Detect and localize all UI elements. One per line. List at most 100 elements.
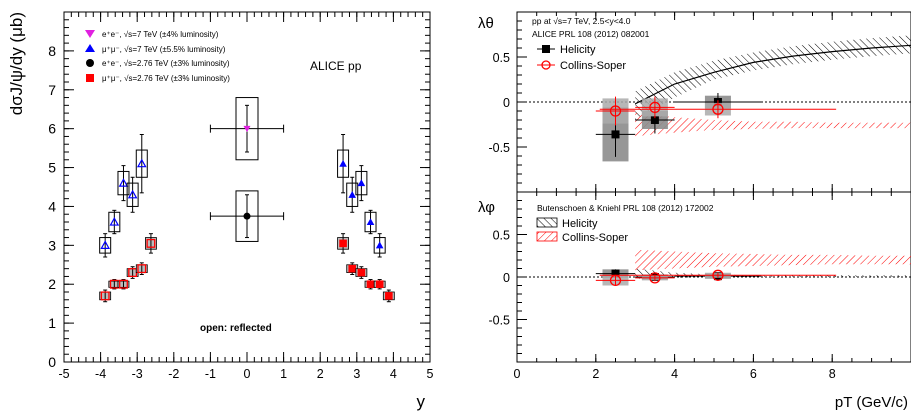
lambda-phi-text-line: Butenschoen & Kniehl PRL 108 (2012) 1720… [537, 203, 714, 213]
left-y-tick-label: 1 [48, 315, 56, 331]
left-point-s1-marker [375, 241, 384, 249]
legend-entry-mumu-7tev: μ⁺μ⁻, √s=7 TeV (±5.5% luminosity) [85, 44, 226, 54]
left-point-s4-marker [366, 280, 375, 289]
left-legend: e⁺e⁻, √s=7 TeV (±4% luminosity) μ⁺μ⁻, √s… [85, 30, 230, 83]
legend-label-mumu-7tev: μ⁺μ⁻, √s=7 TeV (±5.5% luminosity) [102, 45, 226, 54]
lambda-theta-text-line-1: pp at √s=7 TeV, 2.5<y<4.0 [532, 16, 631, 26]
theory-central-line [634, 44, 911, 105]
left-x-tick-label: -3 [132, 367, 143, 381]
legend-entry-cs-data: Collins-Soper [537, 60, 626, 72]
left-y-tick-label: 3 [48, 237, 56, 253]
right-point-cs-marker [649, 272, 661, 284]
left-x-tick-label: 2 [317, 367, 324, 381]
legend-label-mumu-276tev: μ⁺μ⁻, √s=2.76 TeV (±3% luminosity) [102, 74, 230, 83]
right-x-tick-label: 6 [750, 367, 757, 381]
right-x-tick-label: 8 [829, 367, 836, 381]
left-data-marks [99, 97, 395, 303]
left-y-tick-label: 4 [48, 198, 56, 214]
left-y-tick-label: 6 [48, 121, 56, 137]
left-point-s4-marker [339, 239, 347, 248]
right-y-tick-label: -0.5 [488, 141, 510, 155]
left-point-s4-marker [385, 292, 393, 300]
left-point-s4-marker [375, 280, 384, 289]
legend-label-helicity-data: Helicity [560, 44, 596, 56]
left-x-tick-label: -2 [168, 367, 179, 381]
lambda-phi-legend: Helicity Collins-Soper [536, 217, 628, 244]
right-x-axis-label: pT (GeV/c) [835, 394, 908, 411]
left-point-s1-marker [366, 218, 375, 226]
left-point-s3-marker [243, 212, 251, 220]
legend-marker-mumu-276tev [86, 74, 94, 82]
right-point-helicity-marker [611, 269, 620, 278]
left-y-tick-label: 2 [48, 276, 56, 292]
left-x-axis-label: y [417, 392, 426, 411]
left-y-tick-label: 7 [48, 82, 56, 98]
panel-cross-section: -5 -4 -3 -2 -1 0 1 2 3 4 5 0 1 2 3 4 5 6 7 8 dσJ/ψ/dy (μb)… [7, 11, 434, 411]
right-y-tick-label: 0.5 [493, 229, 510, 243]
left-x-tick-labels: -5 -4 -3 -2 -1 0 1 2 3 4 5 [58, 367, 433, 381]
left-point-s2-marker [127, 189, 138, 199]
left-point-s1-marker [357, 179, 366, 187]
left-point-s1-marker [339, 159, 347, 167]
left-y-axis-label: dσJ/ψ/dy (μb) [7, 12, 26, 115]
left-x-tick-label: 5 [427, 367, 434, 381]
left-point-s2-marker [100, 240, 110, 249]
legend-entry-helicity-data: Helicity [537, 44, 596, 56]
right-y-tick-label: -0.5 [488, 314, 510, 328]
legend-marker-ee-7tev [85, 30, 95, 38]
left-y-tick-label: 0 [48, 354, 56, 370]
lambda-phi-marks [595, 269, 837, 287]
legend-entry-ee-7tev: e⁺e⁻, √s=7 TeV (±4% luminosity) [85, 30, 219, 39]
theory-band-collins-soper [635, 249, 911, 271]
lambda-theta-axis-label: λθ [478, 15, 494, 32]
right-point-cs-marker [649, 101, 661, 114]
left-x-tick-label: -1 [205, 367, 216, 381]
left-x-tick-label: 4 [390, 367, 397, 381]
theory-band-helicity [635, 35, 911, 120]
right-y-tick-label: 0 [503, 96, 510, 110]
legend-label-helicity-theory: Helicity [562, 218, 598, 230]
left-point-s2-marker [109, 216, 120, 226]
lambda-theta-marks [595, 93, 837, 162]
theory-band-collins-soper [635, 112, 911, 137]
right-point-helicity-marker [611, 130, 620, 139]
legend-swatch-cs-theory [536, 231, 558, 242]
lambda-phi-axis-label: λφ [478, 199, 495, 216]
left-x-tick-label: 0 [244, 367, 251, 381]
right-y-tick-label: 0 [503, 271, 510, 285]
right-point-cs-marker [712, 269, 724, 281]
lambda-theta-legend: Helicity Collins-Soper [537, 44, 626, 72]
left-annotation-bottom: open: reflected [200, 323, 272, 334]
left-x-tick-label: -5 [58, 367, 69, 381]
left-x-tick-label: 3 [353, 367, 360, 381]
right-x-tick-label: 0 [514, 367, 521, 381]
legend-entry-mumu-276tev: μ⁺μ⁻, √s=2.76 TeV (±3% luminosity) [86, 74, 230, 83]
left-point-s1-marker [348, 190, 357, 198]
legend-marker-cs-data [541, 60, 551, 70]
legend-marker-ee-276tev [86, 59, 94, 67]
left-annotation-main: ALICE pp [310, 59, 362, 73]
legend-swatch-helicity-theory [536, 217, 558, 228]
legend-marker-helicity-data [542, 45, 550, 53]
left-point-s5-marker [146, 238, 156, 248]
left-point-s2-marker [118, 178, 129, 187]
right-point-helicity-marker [650, 116, 659, 124]
left-y-tick-label: 5 [48, 160, 56, 176]
left-y-tick-labels: 0 1 2 3 4 5 6 7 8 [48, 43, 56, 370]
left-y-tick-label: 8 [48, 43, 56, 59]
right-point-cs-marker [609, 105, 622, 117]
legend-label-cs-theory: Collins-Soper [562, 232, 628, 244]
panel-lambda-phi: -0.5 0 0.5 0 2 4 6 8 λφ Butenschoen & Kniehl P… [478, 191, 911, 411]
legend-label-ee-276tev: e⁺e⁻, √s=2.76 TeV (±3% luminosity) [102, 59, 230, 68]
left-point-s2-marker [136, 158, 147, 168]
legend-entry-cs-theory: Collins-Soper [536, 231, 628, 244]
right-y-tick-label: 0.5 [493, 51, 510, 65]
right-point-cs-marker [712, 103, 724, 115]
legend-marker-mumu-7tev [85, 44, 95, 52]
legend-label-cs-data: Collins-Soper [560, 60, 626, 72]
left-ticks [63, 11, 431, 363]
left-point-s4-marker [357, 268, 366, 277]
left-point-s5-marker [119, 279, 128, 289]
left-point-s4-marker [348, 264, 357, 273]
